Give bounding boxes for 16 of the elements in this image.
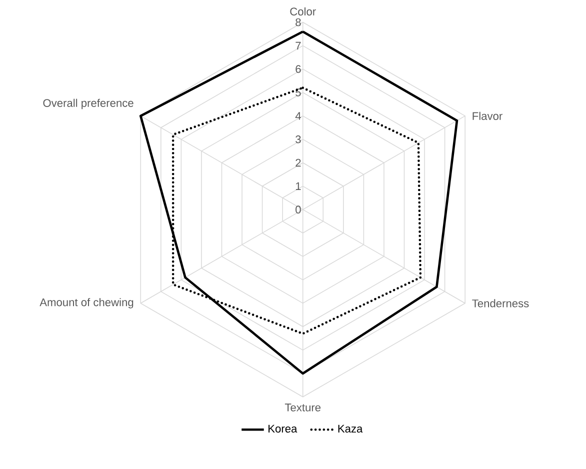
y-tick-label: 4	[295, 112, 301, 120]
y-tick-label: 7	[296, 42, 301, 50]
y-tick-label: 8	[296, 18, 301, 26]
y-tick-label: 6	[296, 65, 301, 74]
spoke-label: Flavor	[472, 112, 502, 120]
y-tick-label: 1	[296, 182, 301, 190]
y-tick-label: 2	[296, 159, 301, 167]
legend-label: Kaza	[338, 425, 363, 433]
spoke-label: Overall preference	[43, 99, 134, 110]
y-tick-label: 3	[296, 136, 301, 144]
spoke-label: Tenderness	[472, 299, 529, 308]
y-tick-label: 0	[296, 206, 301, 214]
spoke-label: Amount of chewing	[40, 298, 134, 309]
legend-label: Korea	[268, 425, 298, 433]
spoke-label: Color	[290, 8, 316, 16]
spoke-label: Texture	[284, 404, 321, 412]
